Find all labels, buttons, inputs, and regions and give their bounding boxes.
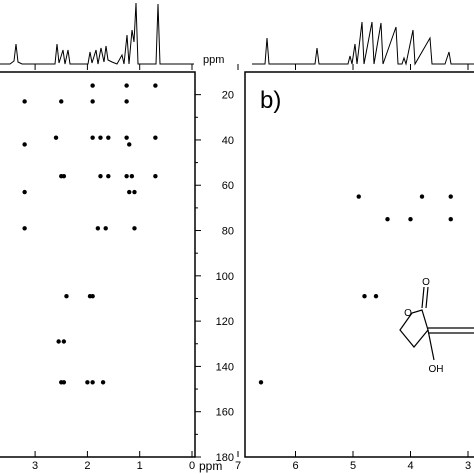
right-f2-axis: 7 6 5 4 3 (235, 64, 471, 472)
f1-tick-label: 120 (216, 316, 234, 328)
cross-peak (153, 83, 158, 88)
cross-peak (448, 194, 453, 199)
cross-peak (85, 380, 90, 385)
cross-peak (127, 142, 132, 147)
cross-peak (56, 339, 61, 344)
cross-peak (59, 99, 64, 104)
cross-peak (53, 135, 59, 140)
left-plot-frame (0, 71, 196, 458)
cross-peak (22, 99, 27, 104)
left-f2-axis: 3 2 1 0 (32, 64, 195, 472)
cross-peak (362, 294, 367, 299)
cross-peak (90, 135, 95, 140)
f1-tick-label: 180 (216, 452, 234, 464)
cross-peak (61, 339, 67, 344)
cross-peak (98, 173, 103, 179)
cross-peak (124, 173, 129, 179)
f1-tick-label: 20 (222, 90, 234, 102)
left-f1-axis: 20 40 60 80 100 120 140 160 180 (195, 90, 234, 464)
right-2d-spectrum-panel: b) 7 6 5 4 3 O O OH (235, 21, 474, 472)
cross-peak (22, 189, 27, 195)
left-cross-peaks (22, 83, 158, 385)
cross-peak (419, 194, 425, 199)
cross-peak (61, 173, 67, 179)
cross-peak (153, 135, 158, 140)
f1-tick-label: 140 (216, 361, 234, 373)
cross-peak (124, 99, 129, 104)
f2-tick-label: 3 (32, 460, 38, 472)
cross-peak (90, 83, 95, 88)
cross-peak (127, 189, 132, 195)
cross-peak (103, 226, 108, 231)
cross-peak (153, 173, 158, 179)
left-ppm-unit-bottom: ppm (199, 459, 222, 473)
f2-tick-label: 2 (84, 460, 90, 472)
molecule-structure: O O OH (399, 277, 474, 375)
cross-peak (95, 226, 101, 231)
cross-peak (106, 173, 111, 179)
left-ppm-unit-top: ppm (203, 54, 224, 66)
left-1d-projection (0, 2, 194, 65)
cross-peak (22, 142, 27, 147)
right-plot-frame (244, 71, 474, 458)
f2-tick-label: 5 (350, 460, 356, 472)
cross-peak (61, 380, 67, 385)
cross-peak (129, 173, 135, 179)
cross-peak (124, 135, 129, 140)
carbonyl-oxygen-label: O (422, 277, 430, 288)
f2-tick-label: 0 (189, 460, 195, 472)
left-2d-spectrum-panel: ppm 20 40 60 80 100 120 140 160 180 3 2 1 0 ppm (0, 2, 234, 473)
carbonyl-bond (421, 286, 429, 309)
cross-peak (90, 380, 95, 385)
cross-peak (373, 294, 379, 299)
f2-tick-label: 7 (235, 460, 241, 472)
cross-peak (90, 99, 95, 104)
f2-tick-label: 3 (465, 460, 471, 472)
cross-peak (356, 194, 361, 199)
cross-peak (22, 226, 27, 231)
cross-peak (132, 189, 137, 195)
hydroxyl-bond (427, 329, 435, 361)
cross-peak (64, 294, 69, 299)
cross-peak (132, 226, 137, 231)
cross-peak (448, 217, 453, 222)
f1-tick-label: 160 (216, 407, 234, 419)
cross-peak (408, 217, 413, 222)
f2-tick-label: 1 (137, 460, 143, 472)
cross-peak (258, 380, 264, 385)
right-cross-peaks (258, 194, 453, 385)
cross-peak (124, 83, 129, 88)
f1-tick-label: 60 (222, 180, 234, 192)
exocyclic-double-bond (428, 327, 474, 334)
lactone-ring-bonds (399, 309, 429, 348)
cross-peak (90, 294, 95, 299)
cross-peak (106, 135, 111, 140)
ring-oxygen-label: O (404, 308, 412, 319)
f2-tick-label: 4 (407, 460, 413, 472)
f2-tick-label: 6 (292, 460, 298, 472)
cross-peak (100, 380, 106, 385)
cross-peak (385, 217, 390, 222)
f1-tick-label: 100 (216, 271, 234, 283)
f1-tick-label: 80 (222, 226, 234, 238)
right-1d-projection (252, 21, 474, 66)
cross-peak (98, 135, 103, 140)
panel-label-b: b) (260, 87, 281, 114)
hydroxyl-label: OH (429, 364, 444, 375)
f1-tick-label: 40 (222, 135, 234, 147)
